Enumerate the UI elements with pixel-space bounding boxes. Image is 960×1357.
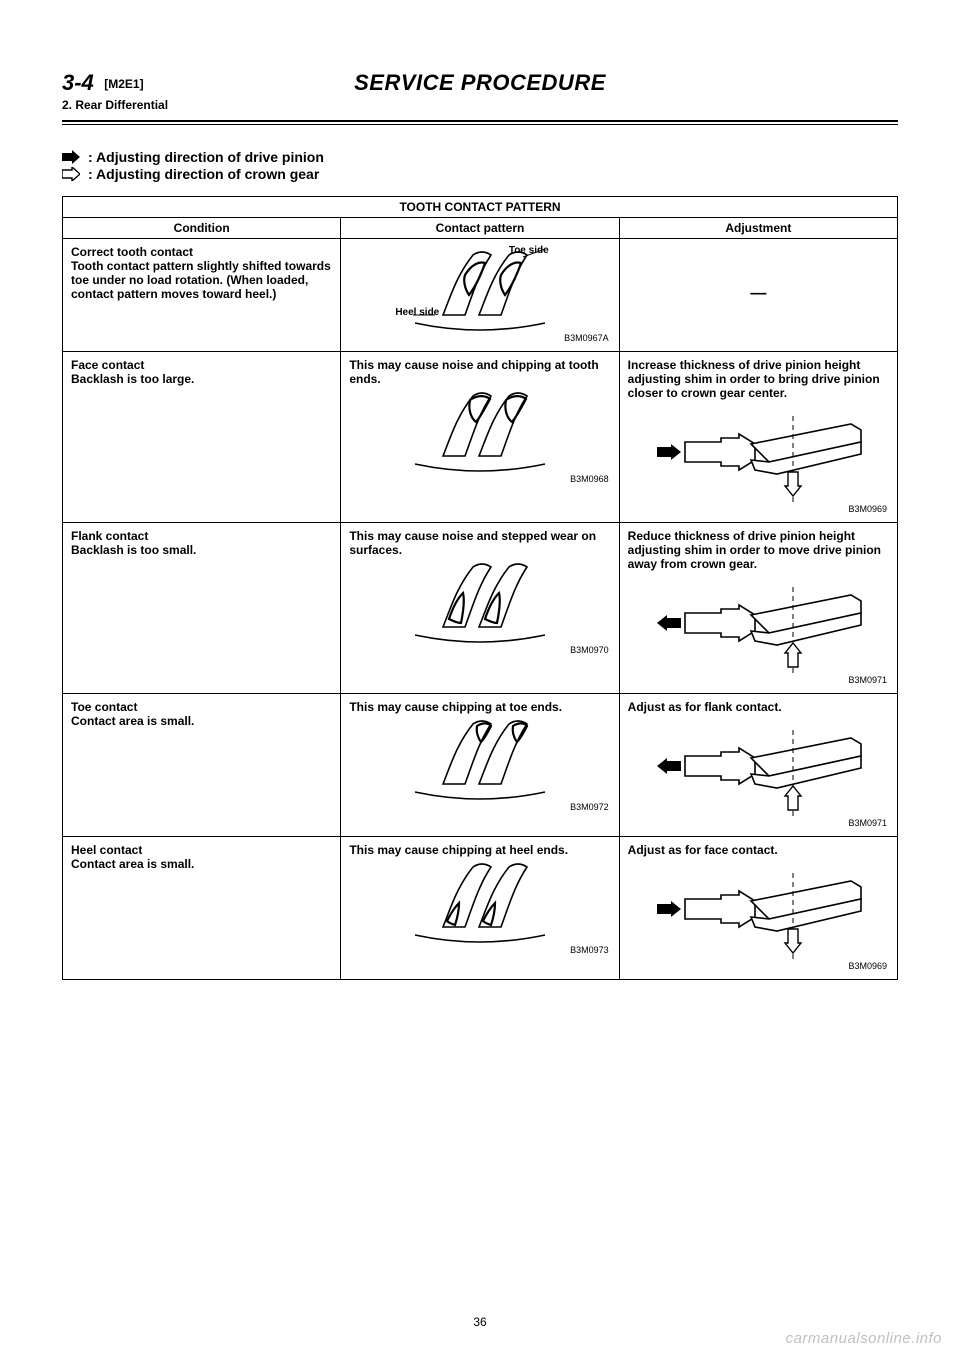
tooth-contact-table: TOOTH CONTACT PATTERN Condition Contact … [62, 196, 898, 980]
condition-title: Correct tooth contact [71, 245, 332, 259]
pattern-cell: Toe side Heel side B3M0967A [341, 239, 619, 352]
figure-code: B3M0971 [848, 675, 887, 685]
figure-code: B3M0973 [570, 945, 609, 955]
adjustment-text: Increase thickness of drive pinion heigh… [628, 358, 889, 400]
adjustment-cell: Reduce thickness of drive pinion height … [619, 523, 897, 694]
adjustment-text: Reduce thickness of drive pinion height … [628, 529, 889, 571]
table-row: Toe contactContact area is small.This ma… [63, 694, 898, 837]
condition-title: Face contact [71, 358, 332, 372]
condition-body: Tooth contact pattern slightly shifted t… [71, 259, 332, 301]
toe-side-label: Toe side [509, 245, 549, 256]
pattern-cell: This may cause chipping at toe ends. B3M… [341, 694, 619, 837]
adjustment-text: Adjust as for flank contact. [628, 700, 889, 714]
pattern-cell: This may cause chipping at heel ends. B3… [341, 837, 619, 980]
gear-contact-diagram: B3M0970 [349, 557, 610, 657]
page: 3-4 [M2E1] 2. Rear Differential SERVICE … [0, 0, 960, 1357]
pattern-cell: This may cause noise and stepped wear on… [341, 523, 619, 694]
adjustment-cell: Increase thickness of drive pinion heigh… [619, 352, 897, 523]
gear-contact-diagram: B3M0973 [349, 857, 610, 957]
condition-body: Contact area is small. [71, 857, 332, 871]
figure-code: B3M0971 [848, 818, 887, 828]
legend-crown: : Adjusting direction of crown gear [62, 166, 898, 182]
condition-cell: Face contactBacklash is too large. [63, 352, 341, 523]
page-title: SERVICE PROCEDURE [62, 70, 898, 96]
legend-pinion: : Adjusting direction of drive pinion [62, 149, 898, 165]
figure-code: B3M0972 [570, 802, 609, 812]
condition-body: Contact area is small. [71, 714, 332, 728]
condition-title: Flank contact [71, 529, 332, 543]
figure-code: B3M0969 [848, 504, 887, 514]
adjustment-none: — [628, 245, 889, 303]
section-subtitle: 2. Rear Differential [62, 98, 168, 112]
th-condition: Condition [63, 218, 341, 239]
condition-title: Heel contact [71, 843, 332, 857]
pattern-text: This may cause noise and chipping at too… [349, 358, 610, 386]
condition-cell: Correct tooth contactTooth contact patte… [63, 239, 341, 352]
pattern-text: This may cause noise and stepped wear on… [349, 529, 610, 557]
condition-cell: Flank contactBacklash is too small. [63, 523, 341, 694]
watermark: carmanualsonline.info [786, 1330, 942, 1347]
legend: : Adjusting direction of drive pinion : … [62, 149, 898, 182]
adjustment-diagram: B3M0969 [628, 861, 889, 973]
figure-code: B3M0968 [570, 474, 609, 484]
th-adjustment: Adjustment [619, 218, 897, 239]
adjustment-text: Adjust as for face contact. [628, 843, 889, 857]
hollow-arrow-icon [62, 167, 80, 181]
adjustment-cell: — [619, 239, 897, 352]
pattern-text: This may cause chipping at toe ends. [349, 700, 610, 714]
solid-arrow-icon [62, 150, 80, 164]
header-rule-thick [62, 120, 898, 122]
table-row: Face contactBacklash is too large. This m… [63, 352, 898, 523]
header-rule-thin [62, 124, 898, 125]
th-pattern: Contact pattern [341, 218, 619, 239]
adjustment-cell: Adjust as for flank contact. B3M0971 [619, 694, 897, 837]
figure-code: B3M0969 [848, 961, 887, 971]
legend-crown-text: : Adjusting direction of crown gear [88, 166, 319, 182]
adjustment-diagram: B3M0969 [628, 404, 889, 516]
gear-contact-diagram: B3M0972 [349, 714, 610, 814]
pattern-text: This may cause chipping at heel ends. [349, 843, 610, 857]
condition-title: Toe contact [71, 700, 332, 714]
condition-cell: Heel contactContact area is small. [63, 837, 341, 980]
condition-body: Backlash is too large. [71, 372, 332, 386]
pattern-cell: This may cause noise and chipping at too… [341, 352, 619, 523]
gear-contact-diagram: Toe side Heel side B3M0967A [349, 245, 610, 345]
figure-code: B3M0970 [570, 645, 609, 655]
table-caption: TOOTH CONTACT PATTERN [63, 197, 898, 218]
heel-side-label: Heel side [395, 307, 439, 318]
adjustment-diagram: B3M0971 [628, 575, 889, 687]
condition-body: Backlash is too small. [71, 543, 332, 557]
condition-cell: Toe contactContact area is small. [63, 694, 341, 837]
figure-code: B3M0967A [564, 333, 609, 343]
gear-contact-diagram: B3M0968 [349, 386, 610, 486]
table-row: Flank contactBacklash is too small. This … [63, 523, 898, 694]
adjustment-diagram: B3M0971 [628, 718, 889, 830]
table-row: Correct tooth contactTooth contact patte… [63, 239, 898, 352]
page-number: 36 [0, 1315, 960, 1329]
legend-pinion-text: : Adjusting direction of drive pinion [88, 149, 324, 165]
page-header: 3-4 [M2E1] 2. Rear Differential SERVICE … [62, 70, 898, 118]
table-row: Heel contactContact area is small.This m… [63, 837, 898, 980]
adjustment-cell: Adjust as for face contact. B3M0969 [619, 837, 897, 980]
